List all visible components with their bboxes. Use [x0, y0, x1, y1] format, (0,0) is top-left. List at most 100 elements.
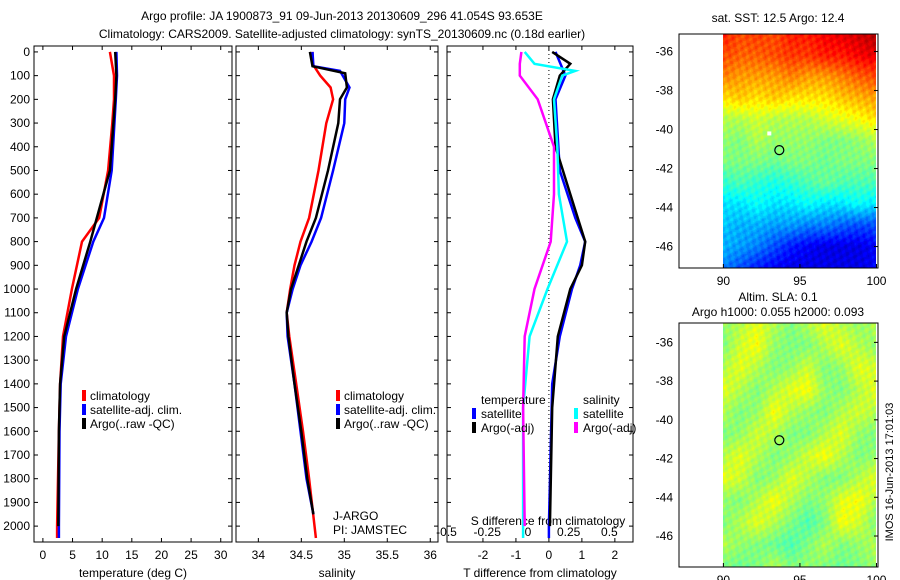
x-tick-label: 34 — [252, 548, 266, 562]
y-tick-label: 0 — [23, 45, 30, 59]
y-tick-label: 100 — [10, 69, 30, 83]
x-tick-label: -2 — [478, 548, 489, 562]
x-tick-label: 25 — [184, 548, 198, 562]
legend-label: climatology — [90, 389, 150, 403]
t-diff-xlabel: T difference from climatology — [463, 566, 617, 580]
series-line-satellite-adj-clim- — [57, 51, 119, 538]
y-tick-label: 300 — [10, 116, 30, 130]
y-tick-label: 900 — [10, 258, 30, 272]
white-marker — [767, 131, 772, 136]
x-tick-label: 90 — [717, 573, 731, 580]
title-line-1: Argo profile: JA 1900873_91 09-Jun-2013 … — [141, 9, 543, 23]
y-tick-label: -38 — [656, 374, 674, 388]
s-diff-tick-label: 0 — [525, 525, 532, 539]
y-tick-label: 1100 — [4, 306, 30, 320]
temperature-axes-frame — [33, 45, 233, 543]
temperature-xlabel: temperature (deg C) — [79, 566, 187, 580]
y-tick-label: -38 — [656, 84, 674, 98]
legend-label: satellite-adj. clim. — [90, 403, 182, 417]
legend-swatch — [336, 404, 340, 415]
y-tick-label: 1400 — [3, 377, 30, 391]
y-tick-label: 1500 — [3, 401, 30, 415]
series-line-climatology — [285, 51, 335, 539]
x-tick-label: 35.5 — [376, 548, 400, 562]
legend-title-salinity: salinity — [583, 393, 620, 407]
x-tick-label: 34.5 — [290, 548, 314, 562]
y-tick-label: -46 — [656, 240, 674, 254]
x-tick-label: 0 — [40, 548, 47, 562]
legend-swatch — [472, 408, 476, 419]
legend-swatch — [472, 422, 476, 433]
s-diff-tick-label: -0.25 — [474, 525, 502, 539]
y-tick-label: -44 — [656, 490, 674, 504]
y-tick-label: 1000 — [3, 282, 30, 296]
x-tick-label: 20 — [155, 548, 169, 562]
legend-label: satellite-adj. clim. — [344, 403, 436, 417]
legend-label: Argo(-adj) — [481, 421, 534, 435]
y-tick-label: 1600 — [3, 424, 30, 438]
series-line-argo-raw-qc- — [285, 51, 349, 515]
x-tick-label: 30 — [214, 548, 228, 562]
x-tick-label: 95 — [793, 274, 807, 288]
x-tick-label: 95 — [793, 573, 807, 580]
x-tick-label: 90 — [717, 274, 731, 288]
legend-swatch — [336, 418, 340, 429]
y-tick-label: 700 — [10, 211, 30, 225]
annotation-pi: PI: JAMSTEC — [333, 523, 407, 537]
legend-swatch — [82, 390, 86, 401]
y-tick-label: -40 — [656, 413, 674, 427]
annotation-j-argo: J-ARGO — [333, 509, 378, 523]
y-tick-label: 1700 — [3, 448, 30, 462]
y-tick-label: 200 — [10, 92, 30, 106]
legend-swatch — [574, 422, 578, 433]
sla-map-axes-frame — [678, 322, 879, 568]
x-tick-label: 35 — [338, 548, 352, 562]
s-diff-tick-label: 0.5 — [601, 525, 618, 539]
y-tick-label: 500 — [10, 163, 30, 177]
y-tick-label: -44 — [656, 201, 674, 215]
s-diff-tick-label: -0.5 — [436, 525, 457, 539]
profile-location-marker — [774, 435, 785, 446]
series-line-argo-raw-qc- — [57, 51, 118, 527]
y-tick-label: -42 — [656, 452, 674, 466]
y-tick-label: -46 — [656, 529, 674, 543]
x-tick-label: 36 — [424, 548, 438, 562]
legend-swatch — [82, 404, 86, 415]
y-tick-label: 800 — [10, 235, 30, 249]
salinity-axes-frame — [235, 45, 439, 543]
sla-map-subtitle: Argo h1000: 0.055 h2000: 0.093 — [692, 305, 864, 319]
sla-map-title: Altim. SLA: 0.1 — [738, 290, 818, 304]
x-tick-label: 1 — [579, 548, 586, 562]
title-line-2: Climatology: CARS2009. Satellite-adjuste… — [99, 27, 585, 41]
y-tick-label: 400 — [10, 140, 30, 154]
y-tick-label: -36 — [656, 335, 674, 349]
difference-axes-frame — [446, 45, 634, 543]
x-tick-label: 5 — [69, 548, 76, 562]
series-line-climatology — [55, 51, 116, 538]
profile-location-marker — [774, 145, 785, 156]
x-tick-label: 100 — [866, 274, 886, 288]
x-tick-label: 0 — [546, 548, 553, 562]
y-tick-label: -42 — [656, 162, 674, 176]
y-tick-label: -36 — [656, 45, 674, 59]
legend-label: Argo(..raw -QC) — [90, 417, 175, 431]
legend-title-temperature: temperature — [481, 393, 546, 407]
series-line-satellite-adj-clim- — [285, 51, 351, 515]
y-tick-label: -40 — [656, 123, 674, 137]
x-tick-label: 100 — [866, 573, 886, 580]
imos-watermark: IMOS 16-Jun-2013 17:01:03 — [884, 403, 896, 542]
series-line-t-argo-adj- — [548, 50, 587, 527]
sst-map-image — [723, 34, 877, 268]
legend-label: Argo(..raw -QC) — [344, 417, 429, 431]
y-tick-label: 1800 — [3, 472, 30, 486]
y-tick-label: 1900 — [3, 495, 30, 509]
sst-map-axes-frame — [678, 33, 879, 269]
legend-label: climatology — [344, 389, 404, 403]
legend-label: satellite — [481, 407, 522, 421]
sst-map-title: sat. SST: 12.5 Argo: 12.4 — [712, 11, 845, 25]
sla-map-image — [723, 323, 877, 567]
y-tick-label: 2000 — [3, 519, 30, 533]
x-tick-label: 10 — [95, 548, 109, 562]
